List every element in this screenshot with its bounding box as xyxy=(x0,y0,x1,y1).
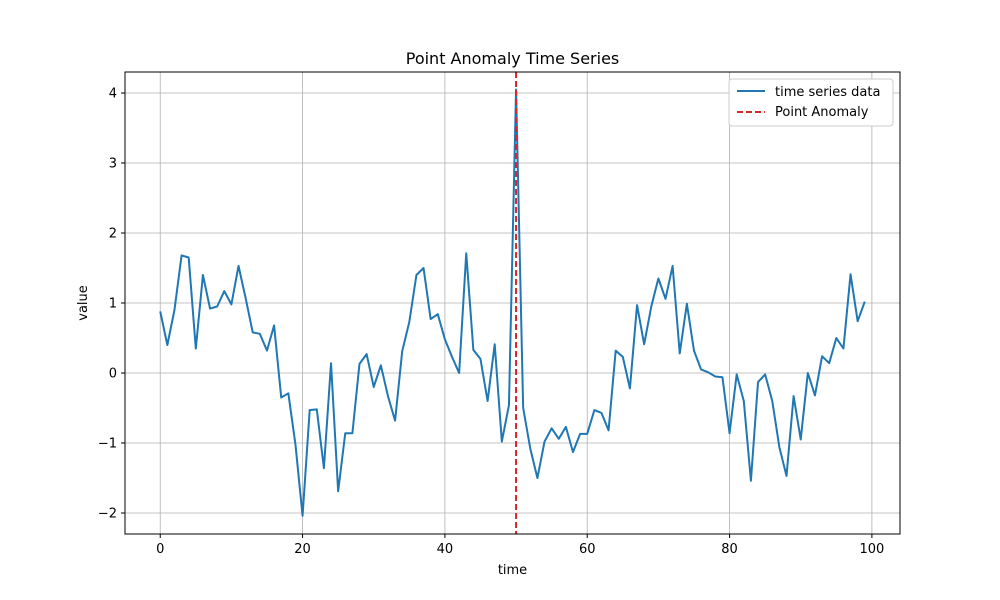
x-tick-label: 100 xyxy=(859,542,884,557)
chart-title: Point Anomaly Time Series xyxy=(406,49,620,68)
x-tick-label: 0 xyxy=(156,542,164,557)
x-tick-label: 80 xyxy=(721,542,738,557)
legend-label-time-series: time series data xyxy=(775,85,880,100)
y-tick-label: −1 xyxy=(98,437,117,452)
x-tick-label: 40 xyxy=(437,542,454,557)
series-line-time-series-data xyxy=(159,88,866,517)
y-tick-label: 2 xyxy=(109,227,117,242)
legend: time series data Point Anomaly xyxy=(728,78,894,127)
y-tick-label: 3 xyxy=(109,157,117,172)
y-tick-label: 1 xyxy=(109,297,117,312)
x-tick-label: 20 xyxy=(294,542,311,557)
legend-label-point-anomaly: Point Anomaly xyxy=(775,105,869,120)
y-axis-label: value xyxy=(76,285,91,321)
legend-box xyxy=(728,78,894,127)
y-tick-label: 0 xyxy=(109,367,117,382)
x-tick-label: 60 xyxy=(579,542,596,557)
x-axis-label: time xyxy=(498,563,527,578)
y-tick-label: −2 xyxy=(98,507,117,522)
y-tick-label: 4 xyxy=(109,87,117,102)
ticks: 0 20 40 60 80 100 −2 −1 0 1 2 3 4 xyxy=(98,87,884,558)
series-layer xyxy=(159,72,866,534)
